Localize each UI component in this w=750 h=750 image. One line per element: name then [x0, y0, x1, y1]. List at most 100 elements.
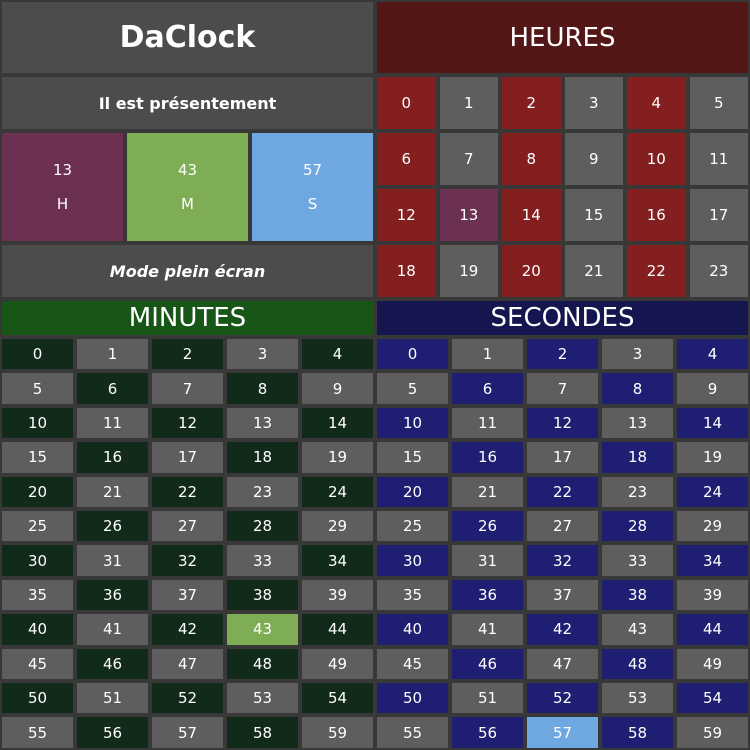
- seconds-cell[interactable]: 34: [675, 543, 750, 578]
- minutes-cell[interactable]: 59: [300, 715, 375, 750]
- seconds-cell[interactable]: 40: [375, 612, 450, 647]
- minutes-cell[interactable]: 3: [225, 337, 300, 372]
- minutes-cell[interactable]: 46: [75, 646, 150, 681]
- seconds-cell[interactable]: 24: [675, 474, 750, 509]
- hours-cell[interactable]: 18: [375, 243, 438, 299]
- minutes-cell[interactable]: 40: [0, 612, 75, 647]
- hours-cell[interactable]: 9: [562, 131, 625, 187]
- minutes-cell[interactable]: 54: [300, 681, 375, 716]
- hours-cell[interactable]: 1: [437, 75, 500, 131]
- minutes-cell[interactable]: 23: [225, 474, 300, 509]
- minutes-cell[interactable]: 16: [75, 440, 150, 475]
- hours-cell[interactable]: 23: [687, 243, 750, 299]
- minutes-cell[interactable]: 22: [150, 474, 225, 509]
- minutes-cell[interactable]: 58: [225, 715, 300, 750]
- minutes-cell[interactable]: 20: [0, 474, 75, 509]
- hours-cell[interactable]: 19: [437, 243, 500, 299]
- seconds-cell[interactable]: 4: [675, 337, 750, 372]
- seconds-cell[interactable]: 27: [525, 509, 600, 544]
- minutes-cell[interactable]: 0: [0, 337, 75, 372]
- seconds-cell[interactable]: 14: [675, 405, 750, 441]
- minutes-cell[interactable]: 30: [0, 543, 75, 578]
- seconds-cell[interactable]: 38: [600, 577, 675, 613]
- seconds-cell[interactable]: 52: [525, 681, 600, 716]
- seconds-cell[interactable]: 42: [525, 612, 600, 647]
- seconds-cell[interactable]: 25: [375, 509, 450, 544]
- minutes-cell[interactable]: 21: [75, 474, 150, 509]
- minutes-cell[interactable]: 5: [0, 371, 75, 406]
- seconds-cell[interactable]: 50: [375, 681, 450, 716]
- minutes-cell[interactable]: 50: [0, 681, 75, 716]
- seconds-cell[interactable]: 39: [675, 577, 750, 613]
- hours-cell[interactable]: 16: [625, 187, 688, 243]
- seconds-cell[interactable]: 41: [450, 612, 525, 647]
- seconds-cell[interactable]: 17: [525, 440, 600, 475]
- minutes-cell[interactable]: 55: [0, 715, 75, 750]
- minutes-cell[interactable]: 8: [225, 371, 300, 406]
- minutes-cell[interactable]: 38: [225, 577, 300, 613]
- seconds-cell[interactable]: 29: [675, 509, 750, 544]
- seconds-cell[interactable]: 19: [675, 440, 750, 475]
- minutes-cell[interactable]: 17: [150, 440, 225, 475]
- minutes-cell[interactable]: 11: [75, 405, 150, 441]
- seconds-cell[interactable]: 2: [525, 337, 600, 372]
- seconds-cell[interactable]: 1: [450, 337, 525, 372]
- minutes-cell[interactable]: 6: [75, 371, 150, 406]
- seconds-cell[interactable]: 16: [450, 440, 525, 475]
- minutes-cell[interactable]: 27: [150, 509, 225, 544]
- seconds-cell[interactable]: 12: [525, 405, 600, 441]
- minutes-cell[interactable]: 56: [75, 715, 150, 750]
- seconds-cell[interactable]: 7: [525, 371, 600, 406]
- seconds-cell[interactable]: 45: [375, 646, 450, 681]
- seconds-cell[interactable]: 10: [375, 405, 450, 441]
- minutes-cell[interactable]: 13: [225, 405, 300, 441]
- minutes-cell[interactable]: 15: [0, 440, 75, 475]
- seconds-cell[interactable]: 56: [450, 715, 525, 750]
- seconds-cell[interactable]: 21: [450, 474, 525, 509]
- seconds-cell[interactable]: 30: [375, 543, 450, 578]
- hours-cell[interactable]: 11: [687, 131, 750, 187]
- minutes-cell[interactable]: 37: [150, 577, 225, 613]
- minutes-cell[interactable]: 4: [300, 337, 375, 372]
- seconds-cell[interactable]: 13: [600, 405, 675, 441]
- minutes-cell[interactable]: 12: [150, 405, 225, 441]
- hours-cell[interactable]: 22: [625, 243, 688, 299]
- hours-cell[interactable]: 6: [375, 131, 438, 187]
- minutes-cell[interactable]: 1: [75, 337, 150, 372]
- seconds-cell[interactable]: 5: [375, 371, 450, 406]
- minutes-cell[interactable]: 7: [150, 371, 225, 406]
- minutes-cell[interactable]: 39: [300, 577, 375, 613]
- seconds-cell[interactable]: 36: [450, 577, 525, 613]
- minutes-cell[interactable]: 53: [225, 681, 300, 716]
- minutes-cell[interactable]: 48: [225, 646, 300, 681]
- hours-cell[interactable]: 13: [437, 187, 500, 243]
- hours-cell[interactable]: 15: [562, 187, 625, 243]
- minutes-cell[interactable]: 42: [150, 612, 225, 647]
- seconds-cell[interactable]: 37: [525, 577, 600, 613]
- hours-cell[interactable]: 8: [500, 131, 563, 187]
- seconds-cell[interactable]: 54: [675, 681, 750, 716]
- seconds-cell[interactable]: 49: [675, 646, 750, 681]
- minutes-cell[interactable]: 19: [300, 440, 375, 475]
- seconds-cell[interactable]: 28: [600, 509, 675, 544]
- seconds-cell[interactable]: 33: [600, 543, 675, 578]
- seconds-cell[interactable]: 8: [600, 371, 675, 406]
- hours-cell[interactable]: 3: [562, 75, 625, 131]
- seconds-cell[interactable]: 51: [450, 681, 525, 716]
- minutes-cell[interactable]: 45: [0, 646, 75, 681]
- minutes-cell[interactable]: 51: [75, 681, 150, 716]
- minutes-cell[interactable]: 25: [0, 509, 75, 544]
- minutes-cell[interactable]: 9: [300, 371, 375, 406]
- hours-cell[interactable]: 12: [375, 187, 438, 243]
- hours-cell[interactable]: 14: [500, 187, 563, 243]
- minutes-cell[interactable]: 26: [75, 509, 150, 544]
- minutes-cell[interactable]: 14: [300, 405, 375, 441]
- seconds-cell[interactable]: 26: [450, 509, 525, 544]
- minutes-cell[interactable]: 44: [300, 612, 375, 647]
- hours-cell[interactable]: 7: [437, 131, 500, 187]
- minutes-cell[interactable]: 35: [0, 577, 75, 613]
- seconds-cell[interactable]: 22: [525, 474, 600, 509]
- seconds-cell[interactable]: 55: [375, 715, 450, 750]
- hours-cell[interactable]: 5: [687, 75, 750, 131]
- seconds-cell[interactable]: 35: [375, 577, 450, 613]
